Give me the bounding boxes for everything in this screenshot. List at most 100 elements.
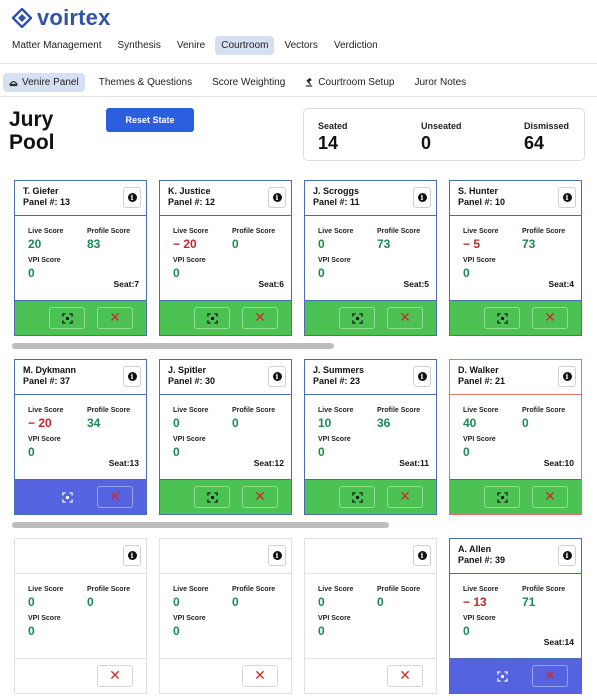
- seat-juror-button[interactable]: [484, 665, 520, 687]
- seat-juror-button[interactable]: [194, 307, 230, 329]
- juror-card-footer: ✕: [305, 658, 436, 693]
- juror-panel-number: Panel #: 39: [458, 555, 506, 565]
- juror-card[interactable]: i Live Score Profile Score 0 0 VPI Score…: [159, 538, 292, 694]
- seat-juror-button[interactable]: [49, 486, 85, 508]
- juror-card[interactable]: J. Scroggs Panel #: 11 i Live Score Prof…: [304, 180, 437, 336]
- close-icon: ✕: [254, 310, 266, 326]
- dismiss-juror-button[interactable]: ✕: [97, 665, 133, 687]
- juror-card[interactable]: D. Walker Panel #: 21 i Live Score Profi…: [449, 359, 582, 515]
- juror-card-header: M. Dykmann Panel #: 37 i: [15, 360, 146, 395]
- juror-card[interactable]: i Live Score Profile Score 0 0 VPI Score…: [14, 538, 147, 694]
- vpi-score-label: VPI Score: [173, 257, 206, 264]
- dismiss-juror-button[interactable]: ✕: [242, 486, 278, 508]
- juror-card-footer: ✕: [450, 479, 581, 514]
- juror-panel-number: Panel #: 11: [313, 197, 360, 207]
- dismiss-juror-button[interactable]: ✕: [387, 307, 423, 329]
- dismiss-juror-button[interactable]: ✕: [387, 665, 423, 687]
- close-icon: ✕: [544, 489, 556, 505]
- juror-panel-number: Panel #: 30: [168, 376, 216, 386]
- profile-score-label: Profile Score: [87, 586, 131, 593]
- vpi-score-value: 0: [463, 445, 470, 459]
- dismiss-juror-button[interactable]: ✕: [242, 665, 278, 687]
- juror-card[interactable]: S. Hunter Panel #: 10 i Live Score Profi…: [449, 180, 582, 336]
- juror-info-button[interactable]: i: [268, 545, 286, 566]
- juror-name: M. Dykmann: [23, 365, 77, 375]
- subtab-themes-questions[interactable]: Themes & Questions: [98, 77, 193, 88]
- live-score-label: Live Score: [28, 407, 64, 414]
- profile-score-label: Profile Score: [377, 407, 421, 414]
- brand-logo[interactable]: voirtex: [12, 5, 111, 30]
- juror-info-button[interactable]: i: [558, 545, 576, 566]
- live-score-label: Live Score: [463, 228, 499, 235]
- vpi-score-value: 0: [28, 266, 35, 280]
- brand-name: voirtex: [37, 5, 111, 30]
- juror-card[interactable]: i Live Score Profile Score 0 0 VPI Score…: [304, 538, 437, 694]
- juror-panel-number: Panel #: 21: [458, 376, 506, 386]
- gavel-icon: [9, 81, 18, 87]
- subtab-score-weighting[interactable]: Score Weighting: [212, 77, 286, 88]
- juror-info-button[interactable]: i: [413, 545, 431, 566]
- seat-number: Seat:4: [548, 279, 574, 289]
- juror-name: S. Hunter: [458, 186, 499, 196]
- seat-juror-button[interactable]: [339, 486, 375, 508]
- juror-card[interactable]: K. Justice Panel #: 12 i Live Score Prof…: [159, 180, 292, 336]
- juror-card-footer: ✕: [160, 300, 291, 335]
- subtab-juror-notes[interactable]: Juror Notes: [414, 77, 467, 88]
- tab-courtroom[interactable]: Courtroom: [215, 36, 275, 55]
- row2-scrollbar[interactable]: [12, 522, 389, 528]
- tab-vectors[interactable]: Vectors: [284, 40, 318, 51]
- tab-venire[interactable]: Venire: [176, 40, 206, 51]
- juror-info-button[interactable]: i: [413, 366, 431, 387]
- vpi-score-label: VPI Score: [28, 257, 61, 264]
- juror-card[interactable]: T. Giefer Panel #: 13 i Live Score Profi…: [14, 180, 147, 336]
- seat-number: Seat:5: [403, 279, 429, 289]
- juror-info-button[interactable]: i: [123, 545, 141, 566]
- vpi-score-label: VPI Score: [463, 436, 496, 443]
- live-score-label: Live Score: [28, 228, 64, 235]
- juror-name: K. Justice: [168, 186, 211, 196]
- profile-score-label: Profile Score: [232, 586, 276, 593]
- dismiss-juror-button[interactable]: ✕: [387, 486, 423, 508]
- tab-synthesis[interactable]: Synthesis: [117, 40, 161, 51]
- subtab-courtroom-setup[interactable]: Courtroom Setup: [299, 73, 400, 92]
- live-score-value: 20: [28, 237, 42, 251]
- dismiss-juror-button[interactable]: ✕: [97, 307, 133, 329]
- juror-card[interactable]: A. Allen Panel #: 39 i Live Score Profil…: [449, 538, 582, 694]
- dismiss-juror-button[interactable]: ✕: [532, 665, 568, 687]
- seat-juror-button[interactable]: [194, 486, 230, 508]
- juror-info-button[interactable]: i: [123, 366, 141, 387]
- seat-juror-button[interactable]: [484, 486, 520, 508]
- row1-scrollbar[interactable]: [12, 343, 334, 349]
- dismiss-juror-button[interactable]: ✕: [97, 486, 133, 508]
- vpi-score-label: VPI Score: [463, 257, 496, 264]
- juror-info-button[interactable]: i: [558, 187, 576, 208]
- juror-panel-number: Panel #: 13: [23, 197, 71, 207]
- tab-verdiction[interactable]: Verdiction: [333, 40, 378, 51]
- close-icon: ✕: [544, 668, 556, 684]
- dismiss-juror-button[interactable]: ✕: [532, 486, 568, 508]
- juror-info-button[interactable]: i: [268, 187, 286, 208]
- vpi-score-label: VPI Score: [463, 615, 496, 622]
- dismiss-juror-button[interactable]: ✕: [532, 307, 568, 329]
- info-icon: i: [417, 193, 427, 202]
- juror-info-button[interactable]: i: [413, 187, 431, 208]
- juror-card[interactable]: J. Summers Panel #: 23 i Live Score Prof…: [304, 359, 437, 515]
- stat-unseated-label: Unseated: [421, 121, 462, 131]
- juror-card-header: J. Scroggs Panel #: 11 i: [305, 181, 436, 216]
- seat-juror-button[interactable]: [49, 307, 85, 329]
- seat-juror-button[interactable]: [339, 307, 375, 329]
- stat-seated-value: 14: [318, 133, 339, 153]
- dismiss-juror-button[interactable]: ✕: [242, 307, 278, 329]
- juror-info-button[interactable]: i: [268, 366, 286, 387]
- juror-card-header: S. Hunter Panel #: 10 i: [450, 181, 581, 216]
- subtab-venire-panel[interactable]: Venire Panel: [3, 73, 85, 92]
- juror-info-button[interactable]: i: [123, 187, 141, 208]
- info-icon: i: [127, 372, 137, 381]
- reset-state-button[interactable]: Reset State: [106, 108, 194, 132]
- live-score-value: 0: [173, 416, 180, 430]
- juror-card[interactable]: M. Dykmann Panel #: 37 i Live Score Prof…: [14, 359, 147, 515]
- seat-juror-button[interactable]: [484, 307, 520, 329]
- tab-matter-management[interactable]: Matter Management: [12, 40, 102, 51]
- juror-card[interactable]: J. Spitler Panel #: 30 i Live Score Prof…: [159, 359, 292, 515]
- juror-info-button[interactable]: i: [558, 366, 576, 387]
